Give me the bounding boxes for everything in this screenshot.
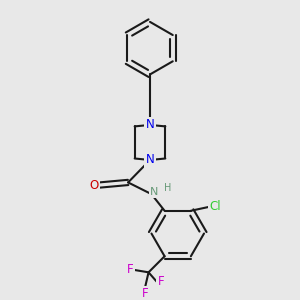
- Text: H: H: [164, 183, 171, 193]
- Text: N: N: [146, 118, 154, 131]
- Text: N: N: [146, 154, 154, 166]
- Text: N: N: [150, 187, 159, 197]
- Text: Cl: Cl: [209, 200, 220, 213]
- Text: O: O: [89, 179, 98, 192]
- Text: F: F: [158, 275, 164, 288]
- Text: F: F: [127, 263, 134, 277]
- Text: F: F: [142, 287, 148, 300]
